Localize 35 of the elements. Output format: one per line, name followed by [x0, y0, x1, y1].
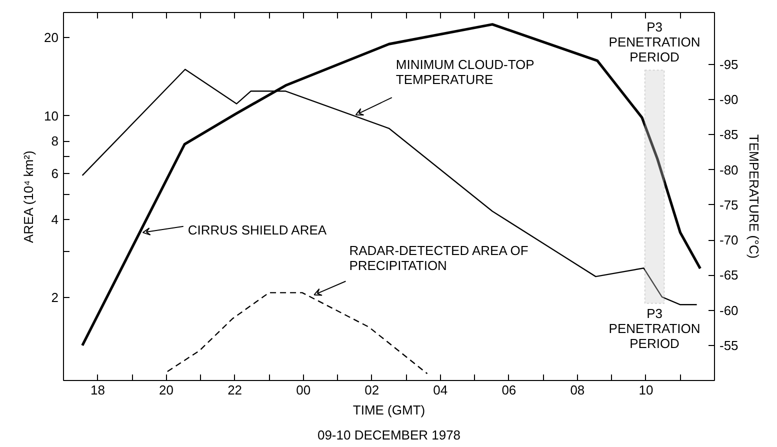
y2-tick-label: -75 — [720, 197, 738, 212]
x-axis-title: TIME (GMT) — [352, 402, 426, 418]
x-tick-label: 02 — [364, 382, 380, 398]
annotation: RADAR-DETECTED AREA OF PRECIPITATION — [349, 242, 528, 273]
annotation: CIRRUS SHIELD AREA — [188, 222, 327, 238]
x-tick-label: 04 — [433, 382, 448, 398]
y-tick-label: 2 — [51, 290, 59, 306]
y-tick-label: 8 — [51, 134, 59, 149]
y-axis-title: AREA (10⁴ km²) — [21, 150, 36, 243]
y-tick-label: 6 — [51, 166, 59, 182]
y-tick-label: 4 — [51, 212, 59, 227]
text: 09-10 DECEMBER 1978 — [317, 428, 461, 442]
y2-tick-label: -90 — [720, 92, 738, 108]
line-series — [166, 292, 428, 374]
y2-tick-label: -70 — [720, 232, 738, 248]
y-tick-label: 20 — [44, 30, 59, 46]
y2-tick-label: -95 — [720, 56, 738, 72]
line-series — [81, 23, 702, 347]
y2-tick-label: -80 — [720, 162, 738, 178]
y2-axis-title: TEMPERATURE (°C) — [746, 134, 762, 259]
x-tick-label: 06 — [502, 382, 516, 398]
y-tick-label: 10 — [44, 108, 59, 124]
band-label: P3 PENETRATION PERIOD — [608, 306, 700, 351]
x-tick-label: 20 — [159, 382, 174, 398]
y2-tick-label: -60 — [720, 302, 738, 318]
annotation: P3 PENETRATION PERIOD — [608, 20, 700, 65]
y2-tick-label: -85 — [720, 127, 738, 142]
x-tick-label: 18 — [90, 382, 105, 398]
y2-tick-label: -65 — [720, 268, 738, 283]
x-tick-label: 10 — [638, 382, 654, 398]
x-tick-label: 08 — [570, 382, 585, 398]
x-tick-label: 22 — [228, 382, 242, 398]
y2-tick-label: -55 — [720, 338, 738, 353]
x-tick-label: 00 — [296, 382, 311, 398]
annotation: MINIMUM CLOUD-TOP TEMPERATURE — [396, 56, 534, 87]
